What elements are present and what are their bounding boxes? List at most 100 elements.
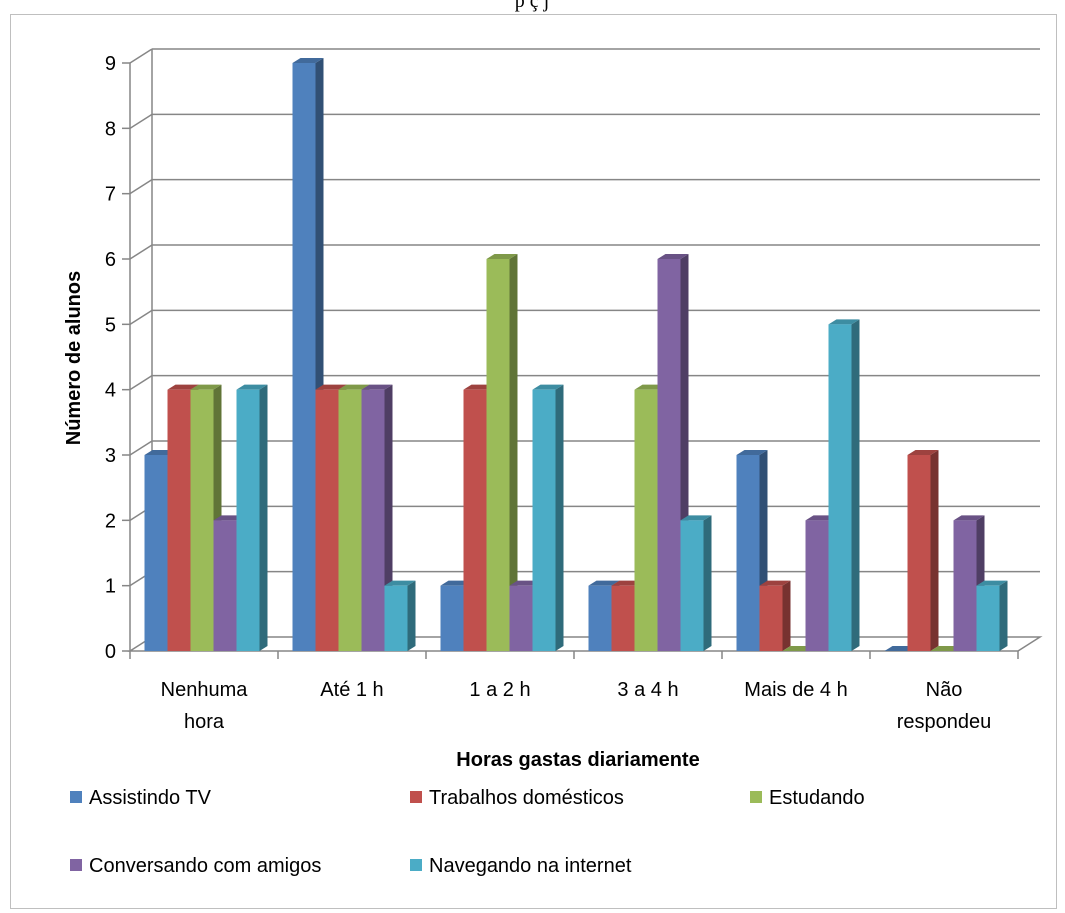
legend-label: Trabalhos domésticos — [429, 787, 624, 809]
bar — [907, 450, 939, 651]
gridline-depth — [129, 244, 153, 260]
bar-front — [657, 259, 681, 651]
bar-front — [190, 389, 214, 651]
y-tick-labels: 0 1 2 3 4 5 6 7 8 9 — [105, 53, 116, 663]
y-tick-label: 5 — [105, 314, 116, 336]
legend-item: Estudando — [750, 787, 865, 809]
bar-front — [953, 520, 977, 651]
bar-front — [680, 520, 704, 651]
bar-side — [509, 254, 518, 651]
bar — [384, 580, 416, 651]
bar-side — [703, 515, 712, 651]
x-tick-label: Não — [926, 679, 963, 701]
bar — [486, 254, 518, 651]
bar-top — [828, 319, 860, 325]
bar — [976, 580, 1008, 651]
bar-top — [907, 450, 939, 455]
bar-front — [236, 389, 260, 651]
bar-side — [782, 580, 791, 651]
bar-top — [486, 254, 518, 259]
y-tick-label: 7 — [105, 184, 116, 206]
legend-swatch — [70, 859, 82, 871]
legend-item: Trabalhos domésticos — [410, 787, 624, 809]
bar-front — [144, 455, 168, 651]
bar-front — [292, 63, 316, 651]
legend-swatch — [70, 791, 82, 803]
bar-top — [190, 384, 222, 390]
x-tick-label: Nenhuma — [161, 679, 249, 701]
bar-side — [407, 580, 416, 651]
x-tick-label: hora — [184, 711, 225, 733]
y-tick-label: 1 — [105, 576, 116, 598]
y-tick-label: 3 — [105, 445, 116, 467]
bar-front — [907, 455, 931, 651]
bar-side — [930, 450, 939, 651]
legend-swatch — [410, 859, 422, 871]
bar-top — [759, 580, 791, 586]
bar-front — [736, 455, 760, 651]
bar — [532, 384, 564, 651]
bar-top — [657, 254, 689, 259]
gridline-depth — [129, 375, 153, 391]
bar-front — [440, 585, 464, 651]
legend-label: Estudando — [769, 787, 865, 809]
gridline-depth — [129, 309, 153, 325]
y-tick-label: 9 — [105, 53, 116, 75]
x-tick-labels: Nenhuma hora Até 1 h 1 a 2 h 3 a 4 h Mais de … — [161, 679, 992, 733]
bar-top — [953, 515, 985, 521]
bar-top — [315, 384, 347, 390]
bar-side — [259, 384, 268, 651]
gridline-depth — [129, 48, 153, 64]
bar-front — [315, 389, 339, 651]
bar-top — [338, 384, 370, 390]
bar-top — [384, 580, 416, 586]
legend-swatch — [410, 791, 422, 803]
bars — [144, 58, 1008, 651]
legend-label: Navegando na internet — [429, 855, 632, 877]
legend-label: Assistindo TV — [89, 787, 212, 809]
legend-item: Conversando com amigos — [70, 855, 321, 877]
bar-top — [292, 58, 324, 63]
bar-front — [361, 389, 385, 651]
bar — [680, 515, 712, 651]
bar-front — [384, 585, 408, 651]
gridline-depth — [129, 113, 153, 129]
bar-front — [828, 324, 852, 651]
bar-front — [976, 585, 1000, 651]
legend-item: Navegando na internet — [410, 855, 632, 877]
bar-top — [588, 580, 620, 586]
bar-side — [555, 384, 564, 651]
bar-front — [509, 585, 533, 651]
chart-frame — [10, 14, 1057, 909]
bar-side — [851, 319, 860, 651]
bar-top — [361, 384, 393, 390]
x-tick-label: Até 1 h — [320, 679, 383, 701]
bar-front — [338, 389, 362, 651]
bar-side — [999, 580, 1008, 651]
bar-front — [611, 585, 635, 651]
bar-front — [463, 389, 487, 651]
bar-top — [167, 384, 199, 390]
bar-front — [805, 520, 829, 651]
bar-front — [486, 259, 510, 651]
bar-front — [213, 520, 237, 651]
gridline-depth — [129, 440, 153, 456]
gridline-depth — [129, 179, 153, 195]
x-tick-label: Mais de 4 h — [744, 679, 847, 701]
x-tick-label: respondeu — [897, 711, 992, 733]
x-tick-label: 3 a 4 h — [617, 679, 678, 701]
y-axis-title: Número de alunos — [63, 271, 85, 445]
y-tick-label: 2 — [105, 510, 116, 532]
y-tick-label: 8 — [105, 118, 116, 140]
bar-front — [532, 389, 556, 651]
bar — [828, 319, 860, 651]
legend-label: Conversando com amigos — [89, 855, 321, 877]
bar-top — [236, 384, 268, 390]
bar — [759, 580, 791, 651]
header-fragment: p ç j — [515, 0, 549, 12]
bar-top — [680, 515, 712, 521]
bar-top — [736, 450, 768, 455]
bar-front — [634, 389, 658, 651]
bar — [236, 384, 268, 651]
